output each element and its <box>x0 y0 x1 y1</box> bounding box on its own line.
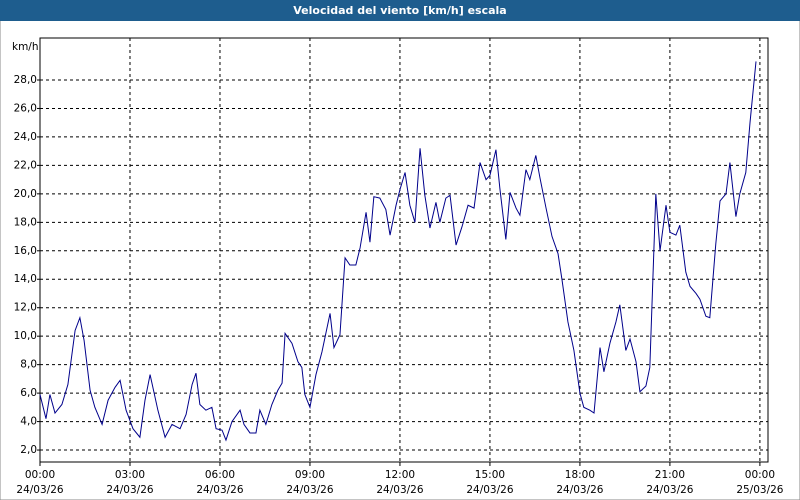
y-tick-label: 4,0 <box>20 416 37 428</box>
x-tick-label: 09:00 <box>295 469 325 481</box>
y-unit: km/h <box>12 41 39 53</box>
y-tick-label: 2,0 <box>20 444 37 456</box>
y-tick-label: 20,0 <box>14 188 37 200</box>
x-tick-date: 24/03/26 <box>196 484 243 496</box>
y-tick-label: 24,0 <box>14 131 37 143</box>
x-tick-date: 24/03/26 <box>286 484 333 496</box>
x-tick-label: 00:00 <box>25 469 55 481</box>
y-tick-label: 28,0 <box>14 74 37 86</box>
y-tick-label: 8,0 <box>20 359 37 371</box>
x-tick-label: 15:00 <box>475 469 505 481</box>
x-tick-date: 24/03/26 <box>466 484 513 496</box>
data-line <box>39 61 757 442</box>
x-tick-label: 03:00 <box>115 469 145 481</box>
y-tick-label: 18,0 <box>14 216 37 228</box>
y-tick-label: 12,0 <box>14 302 37 314</box>
y-tick-label: 26,0 <box>14 102 37 114</box>
x-tick-date: 24/03/26 <box>376 484 423 496</box>
x-tick-date: 24/03/26 <box>16 484 63 496</box>
y-tick-label: 22,0 <box>14 159 37 171</box>
x-tick-date: 24/03/26 <box>646 484 693 496</box>
x-tick-date: 25/03/26 <box>736 484 783 496</box>
x-tick-date: 24/03/26 <box>556 484 603 496</box>
y-tick-label: 6,0 <box>20 387 37 399</box>
x-tick-date: 24/03/26 <box>106 484 153 496</box>
y-tick-label: 16,0 <box>14 245 37 257</box>
title-bar <box>0 0 800 21</box>
x-tick-label: 12:00 <box>385 469 415 481</box>
x-tick-label: 00:00 <box>745 469 775 481</box>
plot-frame <box>39 37 769 463</box>
y-tick-label: 14,0 <box>14 273 37 285</box>
y-tick-label: 10,0 <box>14 330 37 342</box>
x-tick-label: 06:00 <box>205 469 235 481</box>
x-tick-label: 18:00 <box>565 469 595 481</box>
x-tick-label: 21:00 <box>655 469 685 481</box>
chart-title: Velocidad del viento [km/h] escala <box>293 4 506 17</box>
